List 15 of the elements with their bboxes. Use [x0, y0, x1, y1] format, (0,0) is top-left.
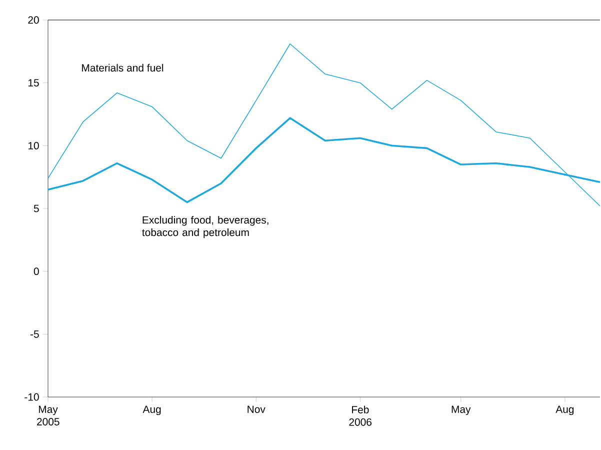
x-tick-label: May	[452, 406, 471, 416]
text: Materials and fuel	[82, 64, 164, 72]
y-tick-label: 20	[28, 16, 39, 24]
text: Excluding food, beverages, tobacco and petroleum	[142, 216, 268, 238]
y-tick-label: -10	[24, 393, 39, 401]
x-tick-label: Feb 2006	[349, 406, 372, 426]
y-tick-label: 5	[34, 204, 39, 212]
x-tick-label: Aug	[142, 406, 161, 416]
x-tick-label: May 2005	[37, 406, 60, 426]
x-tick-label: Aug	[556, 406, 574, 416]
y-tick-label: -5	[30, 330, 39, 338]
x-tick-label: Nov	[248, 406, 266, 413]
y-tick-label: 15	[28, 79, 39, 86]
y-tick-label: 0	[34, 268, 39, 276]
y-tick-label: 10	[28, 142, 39, 150]
